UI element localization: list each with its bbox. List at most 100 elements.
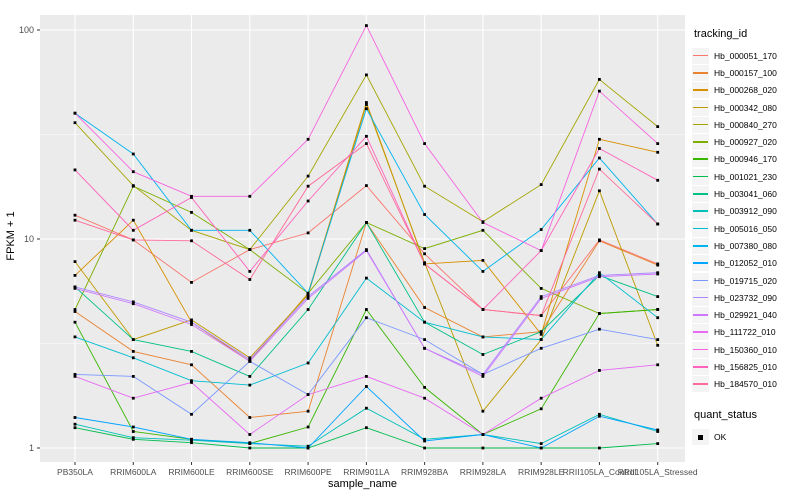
data-point (190, 211, 193, 214)
series-color-line-icon (693, 89, 708, 91)
data-point (248, 270, 252, 273)
legend-item-label: Hb_000268_020 (714, 85, 777, 96)
data-point (73, 310, 77, 313)
data-point (190, 323, 193, 326)
data-point (131, 170, 135, 174)
data-point (365, 221, 368, 224)
data-point (73, 168, 77, 172)
data-point (365, 107, 368, 111)
legend-panel: tracking_id Hb_000051_170 Hb_000157_100 Hb… (692, 28, 800, 445)
series-color-line-icon (693, 314, 708, 316)
legend-key (692, 272, 709, 289)
data-point (190, 196, 193, 199)
data-point (190, 281, 193, 284)
legend-key (692, 186, 709, 203)
data-point (73, 287, 77, 290)
data-point (481, 228, 485, 232)
data-point (656, 295, 660, 298)
legend-key (692, 151, 709, 168)
data-point (190, 350, 193, 353)
data-point (656, 272, 660, 276)
legend-item-ok: OK (692, 428, 800, 445)
data-point (656, 263, 660, 267)
data-point (248, 433, 252, 436)
series-color-line-icon (693, 71, 708, 74)
data-point (365, 101, 368, 104)
data-point (365, 142, 368, 145)
data-point (73, 373, 77, 376)
data-point (481, 259, 485, 262)
legend-item-label: Hb_007380_080 (714, 240, 777, 251)
data-point (248, 359, 252, 363)
data-point (248, 416, 252, 419)
data-point (481, 375, 485, 378)
data-point (131, 396, 135, 400)
data-point (306, 293, 310, 297)
data-point (248, 194, 252, 198)
data-point (248, 228, 252, 232)
data-point (131, 184, 135, 188)
data-point (423, 386, 426, 389)
data-point (73, 285, 77, 289)
x-tick-label: RRIM928BA (401, 467, 449, 477)
legend-item-label: OK (714, 431, 727, 442)
legend-key (692, 64, 709, 81)
x-axis-title: sample_name (327, 478, 398, 490)
data-point (365, 316, 368, 320)
series-color-line-icon (693, 348, 708, 351)
data-point (423, 142, 426, 145)
data-point (539, 407, 543, 411)
data-point (306, 295, 310, 298)
series-color-line-icon (693, 210, 708, 212)
legend-key (692, 307, 709, 324)
quant-status-legend: quant_status OK (692, 409, 800, 445)
data-point (539, 297, 543, 300)
legend-key (692, 358, 709, 375)
series-color-line-icon (693, 244, 708, 247)
x-tick-label: RRII105LA_Stressed (618, 467, 698, 477)
data-point (365, 249, 368, 252)
x-tick-label: RRIM600SE (226, 467, 274, 477)
data-point (306, 231, 310, 235)
data-point (190, 381, 193, 384)
data-point (190, 228, 193, 232)
legend-item-label: Hb_000927_020 (714, 137, 777, 148)
data-point (423, 437, 426, 441)
series-color-line-icon (693, 227, 708, 230)
data-point (656, 428, 660, 432)
x-tick-label: RRIM928LA (460, 467, 507, 477)
data-point (598, 189, 601, 193)
data-point (365, 385, 368, 388)
data-point (539, 338, 543, 341)
data-point (598, 327, 601, 331)
y-tick-label: 100 (19, 25, 34, 35)
data-point (190, 363, 193, 367)
legend-item: Hb_003041_060 (692, 185, 800, 203)
data-point (73, 335, 77, 339)
data-point (539, 346, 543, 350)
data-point (190, 239, 193, 243)
data-point (539, 442, 543, 445)
data-point (248, 441, 252, 445)
legend-item: Hb_000051_170 (692, 47, 800, 64)
data-point (423, 262, 426, 266)
data-point (365, 24, 368, 27)
data-point (423, 213, 426, 216)
data-point (598, 275, 601, 279)
legend-item: Hb_007380_080 (692, 237, 800, 254)
data-point (598, 369, 601, 372)
data-point (656, 338, 660, 341)
data-point (365, 103, 368, 106)
data-point (539, 295, 543, 298)
data-point (656, 430, 660, 433)
legend-key (692, 134, 709, 151)
legend-item-label: Hb_003041_060 (714, 189, 777, 200)
series-color-line-icon (693, 331, 708, 333)
data-point (365, 276, 368, 280)
data-point (656, 142, 660, 145)
ok-key (692, 428, 709, 445)
data-point (248, 356, 252, 360)
data-point (365, 134, 368, 138)
data-point (598, 446, 601, 450)
data-point (656, 222, 660, 226)
